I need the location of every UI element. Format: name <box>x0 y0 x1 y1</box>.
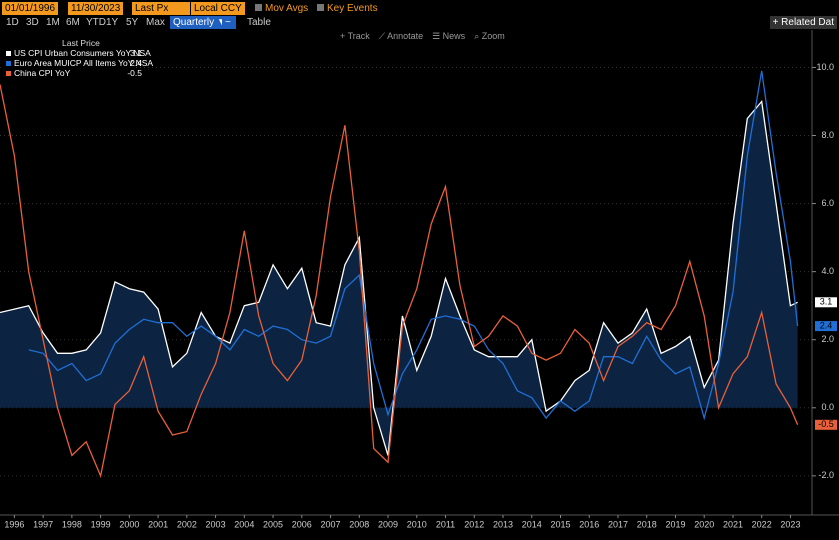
x-tick-label: 2009 <box>378 519 398 529</box>
range-button[interactable]: 6M <box>66 17 80 28</box>
legend-swatch <box>6 51 11 56</box>
legend-value: -0.5 <box>127 68 142 78</box>
x-tick-label: 2023 <box>780 519 800 529</box>
x-tick-label: 2003 <box>206 519 226 529</box>
x-tick-label: 1997 <box>33 519 53 529</box>
x-tick-label: 2006 <box>292 519 312 529</box>
chart-tool[interactable]: ⟋ Annotate <box>378 31 424 41</box>
x-tick-label: 2016 <box>579 519 599 529</box>
value-tag <box>815 419 837 430</box>
legend-entry: Euro Area MUICP All Items YoY NSA 2.4 <box>4 58 153 68</box>
chart: -2.0 0.0 2.0 4.0 6.0 8.0 10.0 1996 1997 1998 1999 2… <box>0 30 839 529</box>
x-tick-label: 1996 <box>4 519 24 529</box>
legend-entry: US CPI Urban Consumers YoY NSA 3.1 <box>4 48 151 58</box>
x-tick-label: 2012 <box>464 519 484 529</box>
range-button[interactable]: 1D <box>6 17 19 28</box>
mov-avgs[interactable]: Mov Avgs <box>252 2 311 15</box>
x-tick-label: 2007 <box>321 519 341 529</box>
field[interactable]: Last Px <box>132 2 190 15</box>
chart-tools: + Track ⟋ Annotate ☰ News ⌕ Zoom <box>340 31 514 43</box>
table-button[interactable]: Table <box>247 17 271 28</box>
range-button[interactable]: 1M <box>46 17 60 28</box>
legend-swatch <box>6 71 11 76</box>
x-tick-label: 2001 <box>148 519 168 529</box>
currency[interactable]: Local CCY <box>191 2 245 15</box>
x-tick-label: 2018 <box>637 519 657 529</box>
legend: Last Price US CPI Urban Consumers YoY NS… <box>4 36 153 80</box>
chart-tool[interactable]: ☰ News <box>432 31 466 41</box>
line <box>0 99 798 456</box>
y-tick-label: 0.0 <box>821 402 834 412</box>
toolbar-row: 01/01/1996 11/30/2023 Last Px Local CCY … <box>0 1 839 16</box>
x-tick-label: 2000 <box>119 519 139 529</box>
x-tick-label: 1999 <box>91 519 111 529</box>
x-tick-label: 2021 <box>723 519 743 529</box>
x-tick-label: 2005 <box>263 519 283 529</box>
x-tick-label: 2004 <box>234 519 254 529</box>
x-tick-label: 2008 <box>349 519 369 529</box>
related-button[interactable]: + Related Dat <box>769 16 837 29</box>
value-tag-label: 2.4 <box>820 320 833 330</box>
area <box>0 101 798 456</box>
line <box>0 84 799 479</box>
x-tick-label: 2019 <box>665 519 685 529</box>
line <box>28 70 799 421</box>
chart-tool[interactable]: ⌕ Zoom <box>474 31 505 41</box>
x-tick-label: 2002 <box>177 519 197 529</box>
x-tick-label: 2020 <box>694 519 714 529</box>
y-tick-label: 6.0 <box>821 198 834 208</box>
x-tick-label: 2022 <box>752 519 772 529</box>
legend-entry: China CPI YoY -0.5 <box>4 68 142 78</box>
y-tick-label: 8.0 <box>821 130 834 140</box>
legend-label: US CPI Urban Consumers YoY NSA <box>14 48 151 58</box>
toolbar-row: Quarterly ▼ ~ Table + Related Dat 1D 3D 1M… <box>0 15 839 30</box>
key-events[interactable]: Key Events <box>314 2 381 15</box>
range-button[interactable]: 3D <box>26 17 39 28</box>
y-tick-label: 4.0 <box>821 266 834 276</box>
range-button[interactable]: Max <box>146 17 165 28</box>
end-date[interactable]: 11/30/2023 <box>68 2 124 15</box>
legend-value: 3.1 <box>130 48 142 58</box>
start-date[interactable]: 01/01/1996 <box>2 2 59 15</box>
value-tag <box>815 297 837 308</box>
x-tick-label: 2017 <box>608 519 628 529</box>
chart-icon[interactable]: ~ <box>222 16 236 29</box>
legend-title: Last Price <box>62 38 100 48</box>
legend-label: China CPI YoY <box>14 68 71 78</box>
y-tick-label: 2.0 <box>821 334 834 344</box>
value-tag-label: -0.5 <box>818 419 834 429</box>
x-tick-label: 2010 <box>407 519 427 529</box>
range-button[interactable]: 5Y <box>126 17 139 28</box>
period[interactable]: Quarterly ▼ <box>170 16 230 29</box>
legend-value: 2.4 <box>130 58 142 68</box>
x-tick-label: 2011 <box>436 519 455 529</box>
chart-tool[interactable]: + Track <box>340 31 370 41</box>
y-tick-label: 10.0 <box>816 62 834 72</box>
legend-swatch <box>6 61 11 66</box>
range-button[interactable]: 1Y <box>106 17 119 28</box>
y-tick-label: -2.0 <box>818 470 834 480</box>
range-button[interactable]: YTD <box>86 17 106 28</box>
value-tag <box>815 321 837 332</box>
x-tick-label: 2014 <box>522 519 542 529</box>
x-tick-label: 1998 <box>62 519 82 529</box>
value-tag-label: 3.1 <box>820 297 833 307</box>
legend-label: Euro Area MUICP All Items YoY NSA <box>14 58 154 68</box>
x-tick-label: 2015 <box>550 519 570 529</box>
x-tick-label: 2013 <box>493 519 513 529</box>
